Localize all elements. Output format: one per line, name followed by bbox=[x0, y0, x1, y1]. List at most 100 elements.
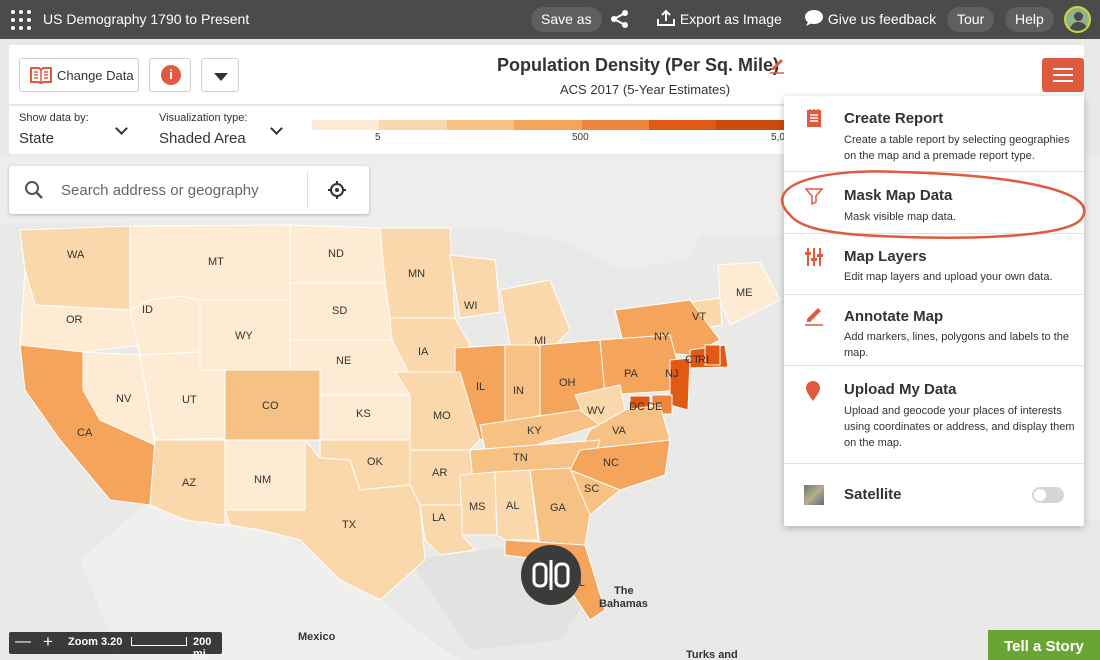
menu-item-title: Map Layers bbox=[844, 248, 927, 265]
state-wi[interactable] bbox=[449, 254, 501, 319]
zoom-in-button[interactable]: + bbox=[43, 632, 53, 651]
legend-swatch bbox=[649, 120, 718, 130]
state-label: PA bbox=[624, 368, 638, 380]
menu-item-satellite[interactable]: Satellite bbox=[784, 464, 1084, 526]
export-icon bbox=[657, 9, 675, 26]
user-avatar[interactable] bbox=[1064, 6, 1091, 33]
state-tx[interactable] bbox=[224, 438, 426, 601]
state-label: OH bbox=[559, 377, 576, 389]
map-subtitle: ACS 2017 (5-Year Estimates) bbox=[560, 82, 731, 97]
search-input[interactable] bbox=[61, 178, 301, 202]
export-image-button[interactable]: Export as Image bbox=[656, 7, 782, 32]
state-label: MO bbox=[433, 410, 451, 422]
legend-swatch bbox=[379, 120, 448, 130]
state-label: AR bbox=[432, 467, 448, 479]
help-button[interactable]: Help bbox=[1005, 7, 1054, 32]
state-nc[interactable] bbox=[569, 439, 671, 491]
state-label: AL bbox=[506, 500, 520, 512]
compare-icon bbox=[532, 560, 570, 590]
save-as-button[interactable]: Save as bbox=[531, 7, 602, 32]
search-divider bbox=[307, 172, 308, 208]
state-label: WY bbox=[235, 330, 253, 342]
state-label: GA bbox=[550, 502, 566, 514]
state-wa[interactable] bbox=[19, 225, 131, 311]
menu-item-title: Satellite bbox=[844, 486, 902, 503]
menu-item-mask-map-data[interactable]: Mask Map Data Mask visible map data. bbox=[784, 172, 1084, 234]
map-pin-icon bbox=[806, 381, 820, 401]
menu-item-upload-my-data[interactable]: Upload My Data Upload and geocode your p… bbox=[784, 366, 1084, 464]
satellite-thumbnail-icon bbox=[804, 485, 824, 505]
visualization-chevron-icon[interactable] bbox=[270, 122, 283, 135]
state-label: KY bbox=[527, 425, 542, 437]
legend-swatch bbox=[446, 120, 516, 130]
state-label: ID bbox=[142, 304, 153, 316]
tell-a-story-button[interactable]: Tell a Story bbox=[988, 630, 1100, 660]
menu-item-create-report[interactable]: Create Report Create a table report by s… bbox=[784, 96, 1084, 172]
state-nj[interactable] bbox=[669, 357, 691, 411]
legend-tick: 500 bbox=[572, 132, 589, 143]
data-controls-bar: Show data by: State Visualization type: … bbox=[9, 106, 785, 154]
satellite-toggle[interactable] bbox=[1032, 487, 1064, 503]
state-label: NE bbox=[336, 355, 352, 367]
state-az[interactable] bbox=[149, 439, 226, 526]
state-label: OK bbox=[367, 456, 383, 468]
state-label: MI bbox=[534, 335, 547, 347]
top-bar: US Demography 1790 to Present Save as Ex… bbox=[0, 0, 1100, 39]
tour-button[interactable]: Tour bbox=[947, 7, 995, 32]
change-data-button[interactable]: Change Data bbox=[19, 58, 139, 92]
state-label: MN bbox=[408, 268, 426, 280]
state-fl[interactable] bbox=[504, 539, 606, 621]
state-label: CT bbox=[685, 354, 700, 366]
menu-item-map-layers[interactable]: Map Layers Edit map layers and upload yo… bbox=[784, 234, 1084, 295]
mexico-land bbox=[80, 500, 460, 660]
hamburger-menu-button[interactable] bbox=[1042, 58, 1084, 92]
book-icon bbox=[30, 67, 52, 84]
state-label: DC bbox=[629, 401, 645, 413]
place-bahamas-2: Bahamas bbox=[599, 598, 648, 610]
search-icon bbox=[25, 181, 43, 199]
state-label: WA bbox=[67, 249, 85, 261]
app-title: US Demography 1790 to Present bbox=[43, 11, 250, 27]
show-data-by-select[interactable]: State bbox=[19, 130, 55, 147]
zoom-out-button[interactable]: — bbox=[15, 633, 31, 650]
state-id[interactable] bbox=[129, 295, 201, 356]
speech-bubble-icon bbox=[805, 10, 823, 26]
locate-crosshair-icon[interactable] bbox=[327, 180, 347, 200]
state-ky[interactable] bbox=[479, 409, 602, 451]
state-label: NY bbox=[654, 331, 670, 343]
state-me[interactable] bbox=[717, 261, 781, 326]
state-al[interactable] bbox=[494, 469, 539, 541]
zoom-level: Zoom 3.20 bbox=[68, 636, 123, 648]
app-grid-logo-icon[interactable] bbox=[11, 10, 31, 30]
menu-item-annotate-map[interactable]: Annotate Map Add markers, lines, polygon… bbox=[784, 295, 1084, 366]
state-ga[interactable] bbox=[529, 467, 591, 546]
info-button[interactable]: i bbox=[149, 58, 191, 92]
state-la[interactable] bbox=[419, 504, 476, 556]
color-legend bbox=[312, 120, 785, 130]
swipe-compare-button[interactable] bbox=[521, 545, 581, 605]
state-label: NM bbox=[254, 474, 272, 486]
state-label: IN bbox=[513, 385, 524, 397]
feedback-button[interactable]: Give us feedback bbox=[804, 7, 936, 32]
state-label: UT bbox=[182, 394, 197, 406]
share-icon[interactable] bbox=[610, 9, 630, 34]
caret-down-icon bbox=[214, 73, 228, 81]
filter-icon bbox=[804, 188, 824, 206]
map-tools-menu: Create Report Create a table report by s… bbox=[784, 96, 1084, 526]
visualization-type-select[interactable]: Shaded Area bbox=[159, 130, 246, 147]
pencil-icon bbox=[805, 308, 823, 326]
state-mi[interactable] bbox=[499, 279, 571, 351]
state-label: WI bbox=[464, 300, 478, 312]
state-label: TX bbox=[342, 519, 357, 531]
dropdown-button[interactable] bbox=[201, 58, 239, 92]
edit-pencil-icon[interactable] bbox=[769, 56, 785, 74]
legend-tick: 5,0 bbox=[771, 132, 785, 143]
menu-item-title: Upload My Data bbox=[844, 381, 957, 398]
state-label: NV bbox=[116, 393, 132, 405]
state-ri[interactable] bbox=[704, 344, 721, 366]
toggle-knob bbox=[1034, 489, 1046, 501]
show-data-chevron-icon[interactable] bbox=[115, 122, 128, 135]
state-label: ND bbox=[328, 248, 344, 260]
zoom-control: — + Zoom 3.20 200 mi bbox=[9, 632, 222, 660]
info-icon: i bbox=[161, 65, 181, 85]
